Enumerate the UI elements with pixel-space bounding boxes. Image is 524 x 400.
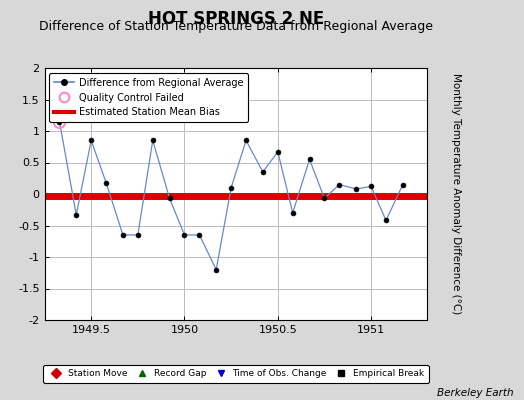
Legend: Station Move, Record Gap, Time of Obs. Change, Empirical Break: Station Move, Record Gap, Time of Obs. C… bbox=[43, 365, 429, 383]
Text: Difference of Station Temperature Data from Regional Average: Difference of Station Temperature Data f… bbox=[39, 20, 433, 33]
Y-axis label: Monthly Temperature Anomaly Difference (°C): Monthly Temperature Anomaly Difference (… bbox=[451, 73, 461, 315]
Text: Berkeley Earth: Berkeley Earth bbox=[437, 388, 514, 398]
Text: HOT SPRINGS 2 NE: HOT SPRINGS 2 NE bbox=[148, 10, 324, 28]
